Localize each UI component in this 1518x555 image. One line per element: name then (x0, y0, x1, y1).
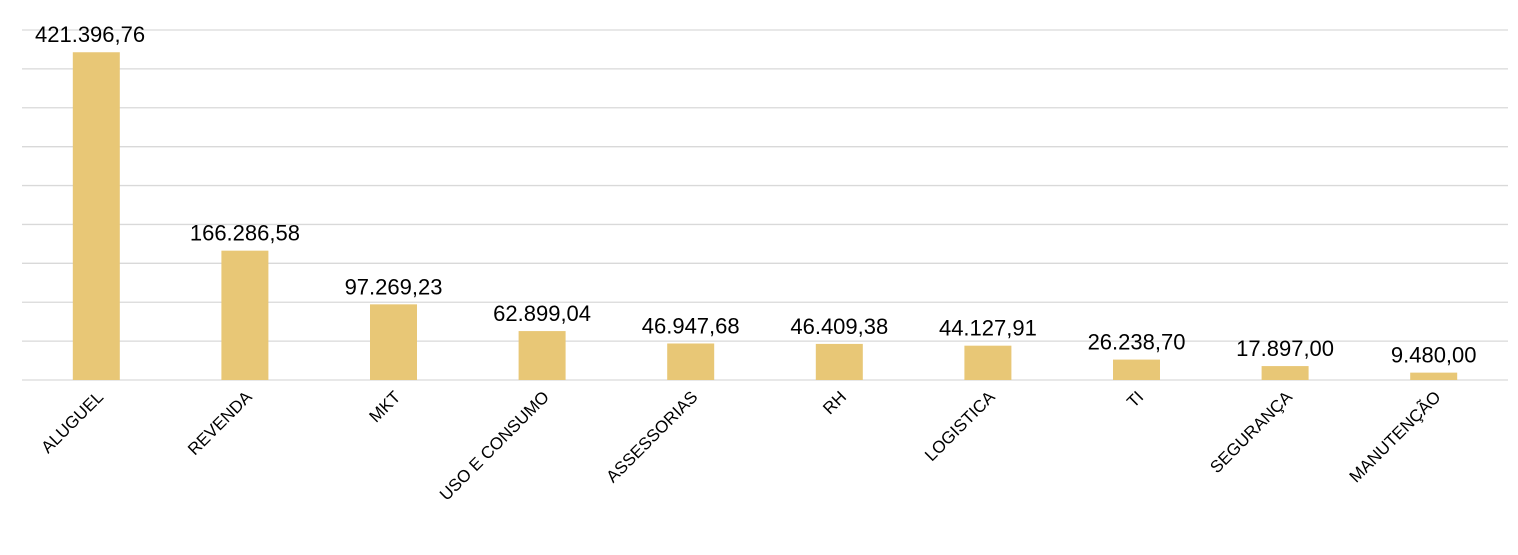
bar (221, 250, 269, 380)
data-label: 44.127,91 (939, 316, 1037, 341)
data-label: 97.269,23 (345, 274, 443, 299)
data-label: 17.897,00 (1236, 336, 1334, 361)
data-label: 166.286,58 (190, 221, 300, 246)
category-label: TI (1123, 387, 1147, 411)
category-label: MANUTENÇÃO (1346, 387, 1445, 486)
gridlines (22, 29, 1508, 381)
category-label: MKT (366, 387, 405, 426)
bar (72, 52, 120, 381)
data-labels: 421.396,76 166.286,58 97.269,23 62.899,04 46… (35, 22, 1477, 367)
category-label: USO E CONSUMO (436, 387, 553, 504)
bars (72, 52, 1458, 381)
category-label: ALUGUEL (38, 387, 108, 457)
bar (1410, 372, 1458, 380)
bar (518, 331, 566, 380)
category-label: REVENDA (184, 387, 256, 459)
category-label: ASSESSORIAS (603, 387, 702, 486)
category-label: SEGURANÇA (1206, 387, 1296, 477)
data-label: 46.409,38 (790, 314, 888, 339)
category-label: RH (819, 387, 850, 418)
bar (370, 304, 417, 380)
data-label: 9.480,00 (1391, 343, 1477, 368)
data-label: 46.947,68 (642, 313, 740, 338)
data-label: 421.396,76 (35, 22, 145, 47)
bar (1113, 359, 1160, 380)
data-label: 62.899,04 (493, 301, 591, 326)
bar (1261, 366, 1309, 380)
data-label: 26.238,70 (1088, 330, 1186, 355)
bar (667, 343, 715, 380)
category-labels: ALUGUEL REVENDA MKT USO E CONSUMO ASSESSORIA… (38, 387, 1445, 504)
category-label: LOGISTICA (921, 387, 999, 465)
bar (964, 345, 1012, 380)
bar (815, 343, 863, 380)
